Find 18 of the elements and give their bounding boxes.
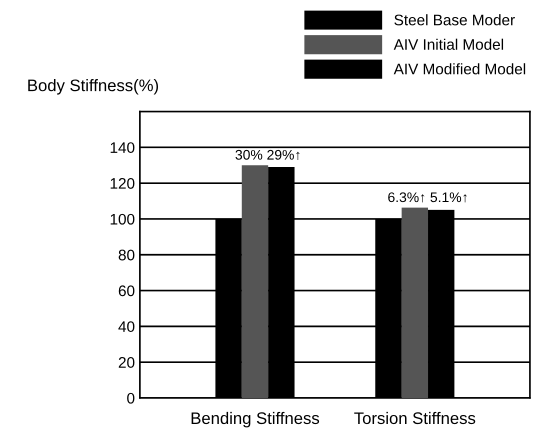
annotation: 30% 29%↑ xyxy=(235,150,300,160)
y-tick-label: 60 xyxy=(118,285,134,296)
bar xyxy=(242,165,268,398)
y-tick-label: 0 xyxy=(127,392,134,404)
y-tick-label: 20 xyxy=(118,357,134,368)
y-tick-label: 80 xyxy=(118,250,134,260)
y-tick-label: 100 xyxy=(110,214,134,225)
x-tick-label: Torsion Stiffness xyxy=(354,412,476,424)
y-tick-label: 40 xyxy=(118,321,134,332)
legend-label: AIV Modified Model xyxy=(394,63,526,74)
y-tick-label: 140 xyxy=(110,142,134,154)
annotation: 6.3%↑ 5.1%↑ xyxy=(388,192,467,202)
legend-label: AIV Initial Model xyxy=(394,38,504,50)
legend-label: Steel Base Moder xyxy=(394,14,515,26)
y-tick-label: 120 xyxy=(110,178,134,189)
y-axis-title: Body Stiffness(%) xyxy=(28,79,158,95)
x-tick-label: Bending Stiffness xyxy=(192,412,320,428)
bar xyxy=(402,208,428,398)
